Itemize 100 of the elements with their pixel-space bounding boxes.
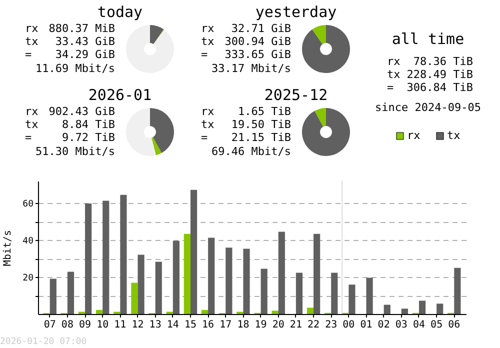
bar — [138, 254, 144, 314]
text: all time — [392, 30, 464, 48]
bar — [401, 308, 408, 314]
donut-slice — [312, 25, 326, 44]
bar — [85, 204, 92, 314]
donut-slice — [126, 25, 174, 73]
text: 880.37 MiB — [48, 22, 116, 35]
text: = — [387, 81, 394, 94]
bar — [278, 232, 285, 314]
text: 19.50 TiB — [231, 118, 292, 131]
x-tick-label: 18 — [237, 320, 250, 330]
text: tx — [201, 35, 215, 48]
donut-slice — [126, 108, 156, 156]
text: 8.84 TiB — [62, 118, 116, 131]
x-tick-label: 16 — [202, 320, 214, 330]
bar — [243, 248, 250, 314]
text: = — [25, 131, 32, 144]
y-tick-label: 60 — [22, 200, 34, 210]
text: 78.36 TiB — [413, 55, 474, 68]
bar — [314, 234, 320, 314]
chart-title: yesterday — [255, 3, 337, 21]
x-tick-label: 00 — [342, 320, 355, 330]
chart-title: 2026-01 — [88, 86, 152, 104]
legend-label: rx — [407, 129, 421, 142]
text: 34.29 GiB — [55, 48, 116, 61]
x-tick-label: 20 — [272, 320, 284, 330]
text: 69.46 Mbit/s — [212, 145, 291, 158]
x-tick-label: 21 — [290, 320, 302, 330]
bar — [208, 238, 215, 314]
text: 1.65 TiB — [238, 105, 292, 118]
donut-slice — [302, 108, 350, 156]
x-tick-label: 07 — [44, 320, 56, 330]
legend-label: tx — [447, 129, 461, 142]
bar — [155, 262, 162, 314]
donut-slice — [151, 137, 162, 156]
text: 228.49 TiB — [406, 68, 474, 81]
bar — [172, 240, 180, 314]
text: 33.43 GiB — [55, 35, 116, 48]
bar — [260, 268, 268, 314]
text: 33.17 Mbit/s — [212, 62, 291, 75]
bar — [296, 272, 303, 314]
text: tx — [25, 35, 39, 48]
text: rx — [387, 55, 401, 68]
bar — [306, 308, 314, 314]
x-tick-label: 10 — [96, 320, 109, 330]
x-tick-label: 09 — [78, 320, 92, 330]
text: = — [25, 48, 32, 61]
chart-title: today — [97, 3, 143, 21]
x-tick-label: 22 — [307, 320, 320, 330]
text: 902.43 GiB — [48, 105, 116, 118]
x-tick-label: 12 — [132, 320, 144, 330]
text: 300.94 GiB — [224, 35, 292, 48]
x-tick-label: 15 — [184, 320, 197, 330]
x-tick-label: 01 — [360, 320, 372, 330]
bar — [366, 278, 373, 314]
y-tick-label: 20 — [22, 274, 34, 284]
donut-slice — [150, 25, 164, 44]
text: 21.15 TiB — [231, 131, 292, 144]
donut-slice — [314, 108, 326, 127]
donut-slice — [150, 108, 174, 154]
text: rx — [201, 105, 215, 118]
bar — [454, 268, 461, 314]
x-tick-label: 17 — [220, 320, 232, 330]
x-tick-label: 13 — [149, 320, 162, 330]
x-tick-label: 02 — [378, 320, 390, 330]
y-axis-title: Mbit/s — [2, 230, 14, 266]
x-tick-label: 04 — [412, 320, 426, 330]
x-tick-label: 05 — [430, 320, 443, 330]
x-tick-label: 19 — [254, 320, 267, 330]
text: = — [201, 131, 208, 144]
text: 306.84 TiB — [406, 81, 474, 94]
text: rx — [25, 105, 39, 118]
x-tick-label: 08 — [61, 320, 74, 330]
bar — [348, 284, 356, 314]
y-tick-label: 40 — [22, 236, 34, 247]
text: since 2024-09-05 — [375, 101, 481, 114]
bar — [436, 304, 444, 314]
bar — [102, 200, 110, 314]
bar — [131, 282, 138, 314]
text: tx — [201, 118, 215, 131]
bar — [67, 272, 74, 314]
x-tick-label: 23 — [325, 320, 338, 330]
text: 11.69 Mbit/s — [36, 62, 115, 75]
bar — [331, 272, 338, 314]
text: = — [201, 48, 208, 61]
bar — [184, 234, 190, 314]
text: tx — [387, 68, 401, 81]
donut-slice — [302, 25, 350, 73]
bar — [120, 194, 127, 314]
x-tick-label: 14 — [166, 320, 179, 330]
donut-slice — [153, 29, 164, 44]
text: tx — [25, 118, 39, 131]
x-tick-label: 06 — [448, 320, 460, 330]
bar — [272, 310, 278, 314]
bar — [384, 304, 390, 314]
bar — [190, 190, 198, 314]
chart-title: 2025-12 — [264, 86, 328, 104]
text: rx — [25, 22, 39, 35]
text: 333.65 GiB — [224, 48, 292, 61]
text: 51.30 Mbit/s — [36, 145, 115, 158]
